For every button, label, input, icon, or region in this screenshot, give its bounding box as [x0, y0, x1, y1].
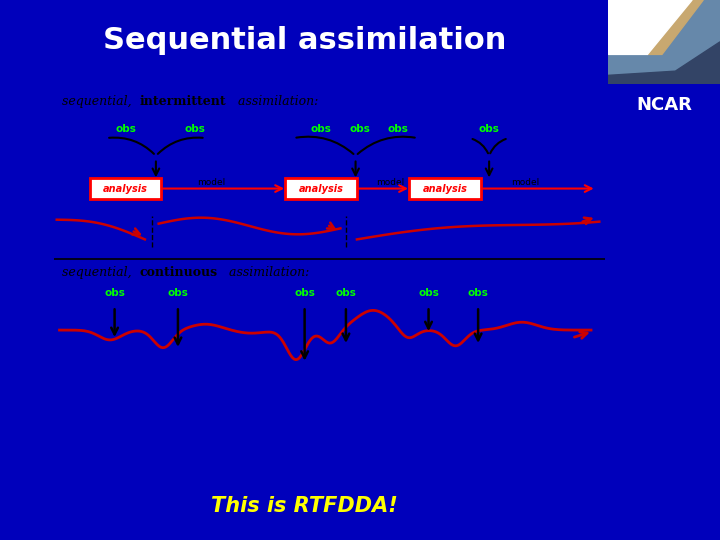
- Text: obs: obs: [349, 124, 370, 134]
- Text: model: model: [510, 178, 539, 187]
- Text: obs: obs: [311, 124, 332, 134]
- Text: model: model: [376, 178, 404, 187]
- Text: analysis: analysis: [299, 184, 343, 193]
- Text: This is RTFDDA!: This is RTFDDA!: [211, 496, 397, 516]
- Polygon shape: [608, 0, 720, 84]
- Text: obs: obs: [104, 288, 125, 299]
- Text: obs: obs: [479, 124, 500, 134]
- Text: obs: obs: [294, 288, 315, 299]
- Polygon shape: [608, 0, 692, 55]
- Text: model: model: [197, 178, 225, 187]
- Text: intermittent: intermittent: [140, 95, 226, 108]
- Text: obs: obs: [184, 124, 205, 134]
- Text: assimilation:: assimilation:: [225, 266, 309, 279]
- Text: obs: obs: [418, 288, 439, 299]
- Text: NCAR: NCAR: [636, 96, 692, 114]
- Text: obs: obs: [388, 124, 409, 134]
- FancyBboxPatch shape: [409, 178, 481, 199]
- Polygon shape: [647, 0, 703, 55]
- Text: sequential,: sequential,: [62, 266, 136, 279]
- FancyBboxPatch shape: [285, 178, 357, 199]
- Text: obs: obs: [468, 288, 489, 299]
- Text: assimilation:: assimilation:: [234, 95, 318, 108]
- Text: analysis: analysis: [103, 184, 148, 193]
- Text: Sequential assimilation: Sequential assimilation: [102, 26, 506, 55]
- Text: obs: obs: [336, 288, 356, 299]
- Text: obs: obs: [115, 124, 136, 134]
- Text: sequential,: sequential,: [62, 95, 136, 108]
- Text: continuous: continuous: [140, 266, 217, 279]
- Text: obs: obs: [168, 288, 189, 299]
- Text: analysis: analysis: [423, 184, 467, 193]
- Polygon shape: [608, 42, 720, 84]
- FancyBboxPatch shape: [90, 178, 161, 199]
